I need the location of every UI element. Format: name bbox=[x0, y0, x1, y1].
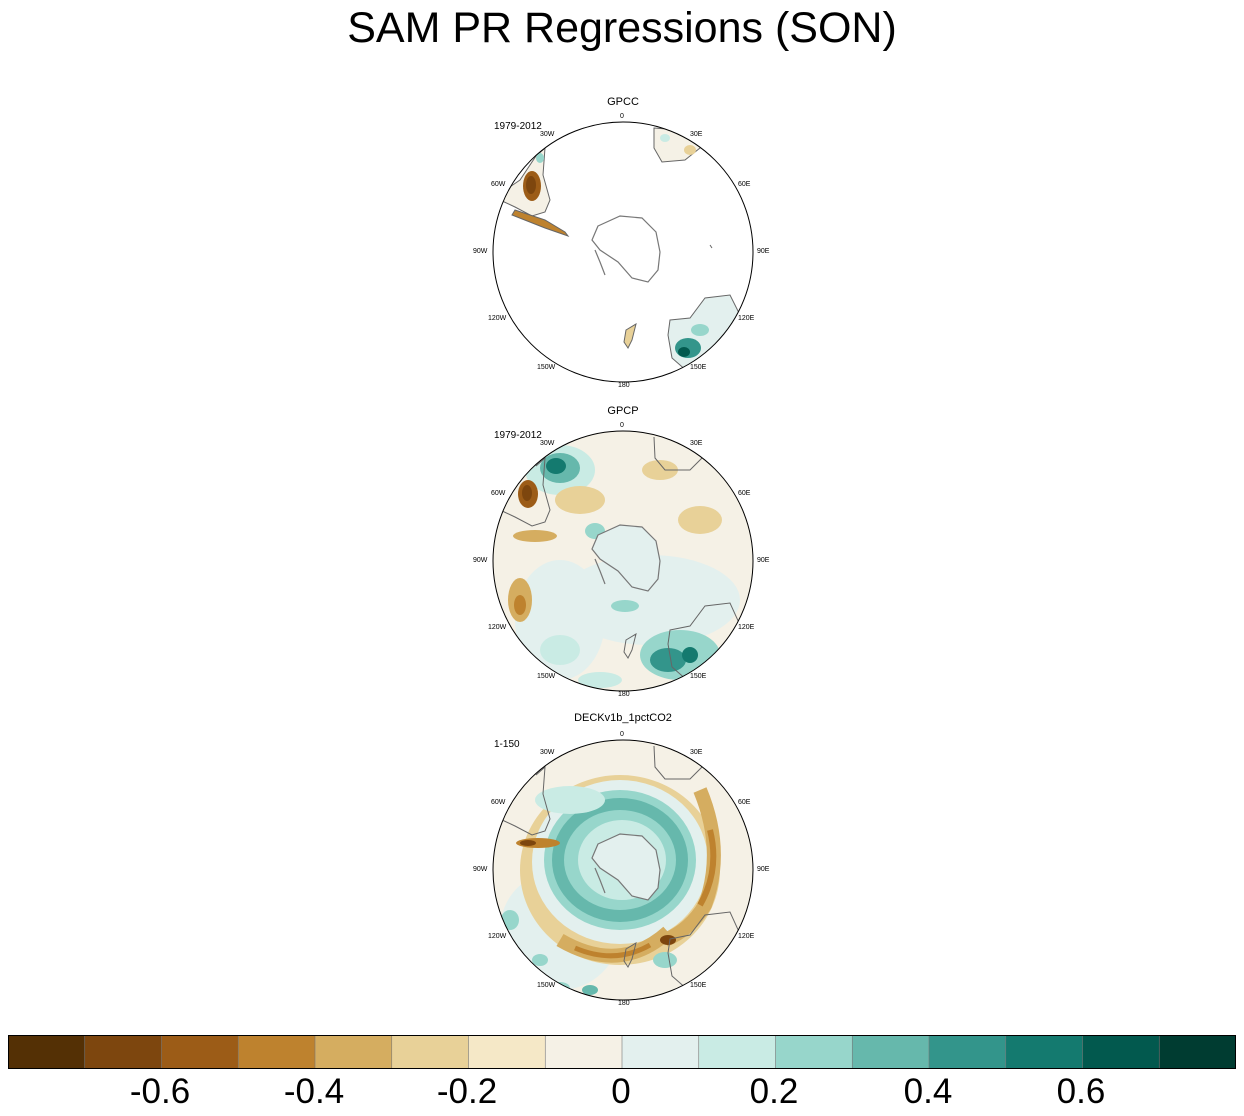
lon-label: 150E bbox=[690, 673, 707, 680]
colorbar-border bbox=[8, 1035, 1236, 1069]
colorbar-swatch bbox=[622, 1035, 700, 1069]
lon-label: 120W bbox=[488, 315, 507, 322]
lon-label: 120E bbox=[738, 315, 755, 322]
colorbar-tick-label: 0 bbox=[611, 1072, 631, 1111]
lon-label: 90W bbox=[473, 557, 488, 564]
lon-label: 90E bbox=[757, 557, 770, 564]
lon-label: 150W bbox=[537, 364, 556, 371]
lon-label: 90E bbox=[757, 866, 770, 873]
colorbar-tick-label: 0.4 bbox=[903, 1072, 953, 1111]
lon-label: 30W bbox=[540, 131, 555, 138]
colorbar-swatch bbox=[84, 1035, 162, 1069]
colorbar-swatch bbox=[929, 1035, 1007, 1069]
colorbar-swatch bbox=[698, 1035, 776, 1069]
colorbar-swatch bbox=[315, 1035, 393, 1069]
colorbar-swatch bbox=[1159, 1035, 1236, 1069]
colorbar-swatch bbox=[8, 1035, 86, 1069]
lon-label: 30E bbox=[690, 131, 703, 138]
lon-label: 30W bbox=[540, 440, 555, 447]
maps-canvas bbox=[492, 121, 754, 1001]
panel-gpcc-map bbox=[492, 121, 754, 383]
colorbar-tick-label: -0.2 bbox=[436, 1072, 498, 1111]
gpcp-fields bbox=[499, 436, 741, 688]
panel-title-gpcp: GPCP bbox=[607, 405, 639, 417]
panel-title-deck: DECKv1b_1pctCO2 bbox=[574, 712, 672, 724]
colorbar bbox=[8, 1035, 1236, 1069]
lon-label: 150E bbox=[690, 982, 707, 989]
lon-label: 0 bbox=[620, 731, 624, 738]
figure-title: SAM PR Regressions (SON) bbox=[347, 4, 897, 52]
colorbar-tick-label: -0.4 bbox=[283, 1072, 345, 1111]
lon-label: 120W bbox=[488, 624, 507, 631]
lon-label: 90W bbox=[473, 866, 488, 873]
lon-label: 150W bbox=[537, 982, 556, 989]
panel-deck-map bbox=[492, 739, 754, 1001]
colorbar-swatch bbox=[1082, 1035, 1160, 1069]
period-label-gpcc: 1979-2012 bbox=[494, 121, 542, 132]
lon-label: 60W bbox=[491, 490, 506, 497]
panel-title-gpcc: GPCC bbox=[607, 96, 639, 108]
lon-label: 120E bbox=[738, 624, 755, 631]
colorbar-tick-label: 0.2 bbox=[749, 1072, 799, 1111]
colorbar-swatch bbox=[161, 1035, 239, 1069]
lon-label: 60E bbox=[738, 181, 751, 188]
lon-label: 30W bbox=[540, 749, 555, 756]
lon-label: 150W bbox=[537, 673, 556, 680]
lon-label: 120E bbox=[738, 933, 755, 940]
lon-label: 0 bbox=[620, 113, 624, 120]
lon-label: 30E bbox=[690, 749, 703, 756]
lon-label: 60W bbox=[491, 181, 506, 188]
period-label-deck: 1-150 bbox=[494, 739, 520, 750]
panel-gpcp-map bbox=[492, 430, 754, 692]
colorbar-swatch bbox=[852, 1035, 930, 1069]
colorbar-swatch bbox=[775, 1035, 853, 1069]
colorbar-tick-label: 0.6 bbox=[1056, 1072, 1106, 1111]
lon-label: 60W bbox=[491, 799, 506, 806]
lon-label: 0 bbox=[620, 422, 624, 429]
colorbar-swatch bbox=[545, 1035, 623, 1069]
colorbar-tick-label: -0.6 bbox=[129, 1072, 191, 1111]
colorbar-swatch bbox=[391, 1035, 469, 1069]
lon-label: 60E bbox=[738, 490, 751, 497]
lon-label: 180 bbox=[618, 1000, 630, 1007]
period-label-gpcp: 1979-2012 bbox=[494, 430, 542, 441]
lon-label: 30E bbox=[690, 440, 703, 447]
lon-label: 150E bbox=[690, 364, 707, 371]
lon-label: 60E bbox=[738, 799, 751, 806]
colorbar-swatch bbox=[468, 1035, 546, 1069]
colorbar-swatch bbox=[1005, 1035, 1083, 1069]
lon-label: 90W bbox=[473, 248, 488, 255]
lon-label: 180 bbox=[618, 382, 630, 389]
lon-label: 90E bbox=[757, 248, 770, 255]
lon-label: 120W bbox=[488, 933, 507, 940]
lon-label: 180 bbox=[618, 691, 630, 698]
colorbar-swatch bbox=[238, 1035, 316, 1069]
